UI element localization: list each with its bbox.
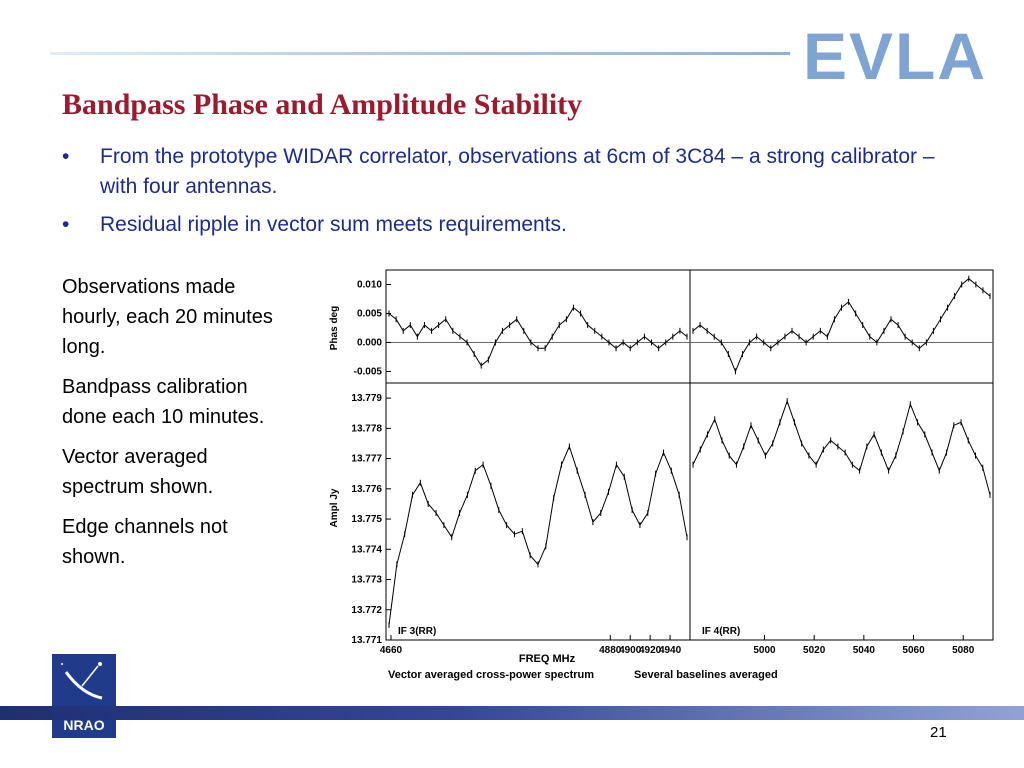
- bandpass-chart: 0.010 0.005 0.000 -0.005 13.779 13.778 13.777 1…: [329, 269, 994, 681]
- amplitude-y-tick-label: 13.776: [351, 484, 382, 495]
- page-number: 21: [930, 724, 947, 741]
- amplitude-y-tick-label: 13.771: [351, 635, 382, 646]
- x-tick-label: 4880: [599, 645, 622, 656]
- amplitude-y-tick-label: 13.773: [351, 575, 382, 586]
- x-tick-label: 5040: [853, 645, 876, 656]
- amplitude-series-line: [388, 445, 688, 625]
- panel-label: IF 3(RR): [398, 626, 436, 637]
- amplitude-y-tick-label: 13.775: [351, 514, 382, 525]
- slide-title: Bandpass Phase and Amplitude Stability: [62, 88, 583, 121]
- x-tick-label: 5020: [803, 645, 826, 656]
- footer-band: [0, 706, 1024, 720]
- amplitude-axis-label: Ampl Jy: [329, 488, 340, 527]
- phase-y-tick-label: -0.005: [354, 366, 383, 377]
- side-notes: Observations made hourly, each 20 minute…: [62, 272, 282, 582]
- amplitude-y-tick-label: 13.777: [351, 454, 382, 465]
- amplitude-y-tick-label: 13.779: [351, 393, 382, 404]
- bullet-text: From the prototype WIDAR correlator, obs…: [100, 145, 935, 198]
- x-tick-label: 4940: [659, 645, 682, 656]
- amplitude-y-tick-label: 13.772: [351, 605, 382, 616]
- nrao-logo: NRAO: [52, 654, 116, 738]
- phase-y-tick-label: 0.010: [357, 279, 382, 290]
- x-tick-label: 5060: [902, 645, 925, 656]
- x-tick-label: 4900: [619, 645, 642, 656]
- x-tick-label: 4660: [380, 645, 403, 656]
- amplitude-y-tick-label: 13.774: [351, 544, 382, 555]
- side-note: Observations made hourly, each 20 minute…: [62, 276, 273, 358]
- x-axis-label: FREQ MHz: [519, 653, 576, 665]
- x-tick-label: 5080: [952, 645, 975, 656]
- bullet-glyph: •: [62, 145, 70, 168]
- phase-y-tick-label: 0.000: [357, 337, 382, 348]
- side-note: Bandpass calibration done each 10 minute…: [62, 376, 265, 428]
- bullet-list: • From the prototype WIDAR correlator, ob…: [62, 142, 962, 248]
- caption-right: Several baselines averaged: [634, 669, 778, 681]
- bullet-glyph: •: [62, 213, 70, 236]
- phase-series-line: [692, 278, 991, 373]
- chart-layer: 0.010 0.005 0.000 -0.005 13.779 13.778 13.777 1…: [351, 269, 994, 656]
- bullet-item: • From the prototype WIDAR correlator, ob…: [62, 142, 962, 202]
- evla-logo: EVLA: [803, 19, 988, 93]
- x-tick-label: 4920: [639, 645, 662, 656]
- bullet-item: • Residual ripple in vector sum meets req…: [62, 210, 962, 240]
- caption-left: Vector averaged cross-power spectrum: [388, 669, 594, 681]
- phase-axis-label: Phas deg: [329, 306, 340, 350]
- panel-label: IF 4(RR): [702, 626, 740, 637]
- header-rule: [50, 52, 790, 55]
- bullet-text: Residual ripple in vector sum meets requ…: [100, 213, 567, 236]
- side-note: Vector averaged spectrum shown.: [62, 446, 214, 498]
- amplitude-series-line: [692, 399, 991, 495]
- phase-series-line: [388, 306, 688, 367]
- telescope-icon: NRAO: [61, 662, 105, 733]
- nrao-logo-text: NRAO: [63, 717, 104, 733]
- side-note: Edge channels not shown.: [62, 516, 228, 568]
- phase-y-tick-label: 0.005: [357, 308, 382, 319]
- x-tick-label: 5000: [753, 645, 776, 656]
- amplitude-y-tick-label: 13.778: [351, 423, 382, 434]
